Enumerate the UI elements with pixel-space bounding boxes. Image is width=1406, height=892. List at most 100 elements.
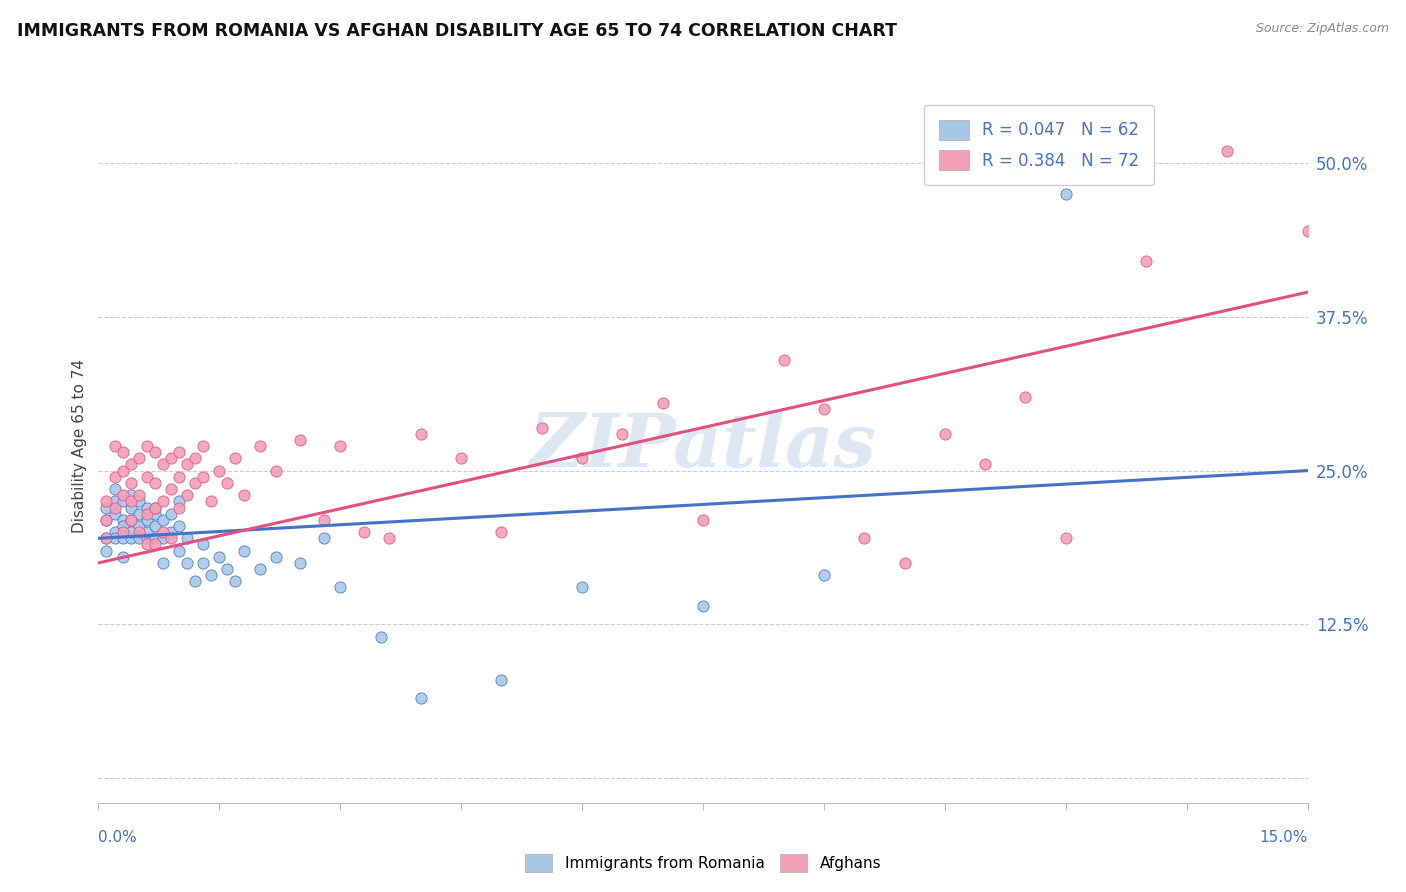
Point <box>193 439 215 453</box>
Point <box>143 475 166 490</box>
Point <box>329 581 352 595</box>
Point <box>314 513 336 527</box>
Point <box>152 458 174 472</box>
Y-axis label: Disability Age 65 to 74: Disability Age 65 to 74 <box>72 359 87 533</box>
Point <box>96 500 118 515</box>
Point <box>128 525 150 540</box>
Point <box>314 531 336 545</box>
Legend: R = 0.047   N = 62, R = 0.384   N = 72: R = 0.047 N = 62, R = 0.384 N = 72 <box>924 104 1154 186</box>
Point <box>152 513 174 527</box>
Point <box>232 488 254 502</box>
Point <box>96 494 118 508</box>
Point <box>167 445 190 459</box>
Point <box>120 525 142 540</box>
Point <box>176 531 198 545</box>
Point <box>377 531 399 545</box>
Point <box>120 458 142 472</box>
Point <box>111 488 134 502</box>
Point <box>651 396 673 410</box>
Point <box>224 574 246 589</box>
Point <box>128 507 150 521</box>
Point <box>143 537 166 551</box>
Point <box>167 519 190 533</box>
Point <box>120 494 142 508</box>
Point <box>193 537 215 551</box>
Point <box>1296 224 1319 238</box>
Text: ZIPatlas: ZIPatlas <box>530 409 876 483</box>
Point <box>103 507 125 521</box>
Point <box>184 451 207 466</box>
Point <box>103 482 125 496</box>
Point <box>160 531 183 545</box>
Point <box>120 513 142 527</box>
Point <box>692 599 714 613</box>
Point <box>232 543 254 558</box>
Point <box>176 458 198 472</box>
Point <box>96 531 118 545</box>
Point <box>160 507 183 521</box>
Point <box>120 500 142 515</box>
Point <box>692 513 714 527</box>
Point <box>103 494 125 508</box>
Point <box>103 500 125 515</box>
Point <box>160 525 183 540</box>
Point <box>160 482 183 496</box>
Point <box>103 531 125 545</box>
Point <box>111 525 134 540</box>
Point <box>571 451 593 466</box>
Point <box>167 543 190 558</box>
Point <box>1014 390 1036 404</box>
Point <box>135 525 157 540</box>
Point <box>813 568 835 582</box>
Text: Source: ZipAtlas.com: Source: ZipAtlas.com <box>1256 22 1389 36</box>
Point <box>1095 144 1118 158</box>
Point <box>491 525 513 540</box>
Point <box>612 426 634 441</box>
Point <box>217 475 239 490</box>
Point <box>934 426 956 441</box>
Point <box>143 507 166 521</box>
Point <box>167 469 190 483</box>
Point <box>450 451 472 466</box>
Point <box>120 513 142 527</box>
Point <box>200 494 222 508</box>
Point <box>193 556 215 570</box>
Point <box>853 531 876 545</box>
Point <box>135 507 157 521</box>
Point <box>135 537 157 551</box>
Point <box>120 531 142 545</box>
Point <box>128 488 150 502</box>
Point <box>96 513 118 527</box>
Point <box>288 556 311 570</box>
Point <box>370 630 392 644</box>
Point <box>135 500 157 515</box>
Point <box>128 451 150 466</box>
Point <box>176 488 198 502</box>
Point <box>249 562 271 576</box>
Point <box>353 525 375 540</box>
Point <box>160 451 183 466</box>
Point <box>120 488 142 502</box>
Point <box>1054 531 1077 545</box>
Point <box>224 451 246 466</box>
Point <box>128 519 150 533</box>
Point <box>111 513 134 527</box>
Point <box>111 549 134 564</box>
Point <box>96 513 118 527</box>
Point <box>193 469 215 483</box>
Point <box>96 543 118 558</box>
Point <box>934 169 956 183</box>
Point <box>111 531 134 545</box>
Point <box>184 574 207 589</box>
Point <box>143 531 166 545</box>
Point <box>571 581 593 595</box>
Point <box>893 556 915 570</box>
Point <box>1216 144 1239 158</box>
Point <box>288 433 311 447</box>
Point <box>217 562 239 576</box>
Point <box>813 402 835 417</box>
Point <box>103 525 125 540</box>
Point <box>176 556 198 570</box>
Point <box>111 464 134 478</box>
Point <box>409 691 432 706</box>
